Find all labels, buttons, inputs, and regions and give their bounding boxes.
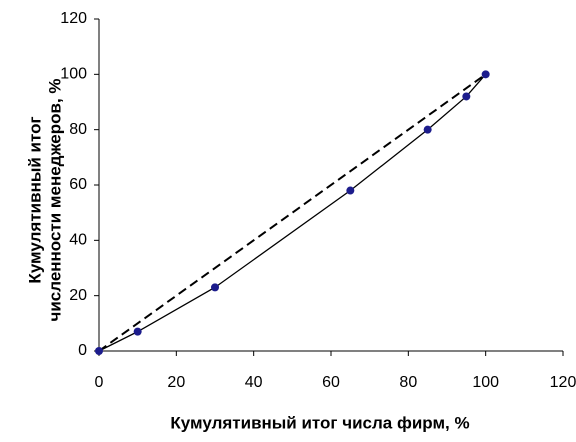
y-tick-label: 40 — [69, 232, 87, 249]
y-tick-label: 80 — [69, 121, 87, 138]
y-tick-label: 20 — [69, 287, 87, 304]
x-tick-label: 100 — [472, 374, 499, 391]
y-axis-label: Кумулятивный итог — [25, 116, 44, 283]
marker — [211, 283, 219, 292]
marker — [462, 92, 471, 101]
y-tick-label: 60 — [69, 176, 87, 193]
x-tick-label: 60 — [322, 374, 340, 391]
x-axis-label: Кумулятивный итог числа фирм, % — [170, 413, 469, 432]
x-tick-label: 120 — [550, 374, 576, 391]
marker — [346, 186, 355, 195]
y-tick-label: 0 — [78, 342, 87, 359]
x-tick-label: 0 — [95, 374, 104, 391]
x-tick-label: 20 — [167, 374, 185, 391]
x-tick-label: 80 — [399, 374, 417, 391]
marker — [481, 70, 490, 79]
marker — [95, 347, 103, 355]
x-tick-label: 40 — [245, 374, 263, 391]
marker — [423, 125, 432, 134]
y-tick-label: 100 — [60, 66, 87, 83]
marker — [133, 327, 142, 336]
y-axis-label: численности менеджеров, % — [45, 78, 64, 321]
y-tick-label: 120 — [60, 10, 87, 27]
equality-line — [98, 73, 487, 352]
